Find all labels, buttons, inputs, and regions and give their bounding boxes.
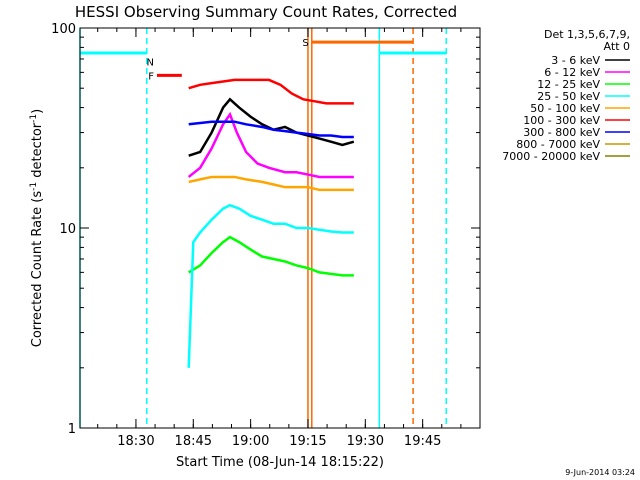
- x-tick-label-4: 19:30: [347, 434, 384, 449]
- legend-header-line-1: Det 1,3,5,6,7,9,: [544, 28, 630, 41]
- y-tick-label-0: 1: [68, 422, 76, 437]
- legend-label-2: 12 - 25 keV: [537, 78, 600, 91]
- series-line-6: [188, 120, 354, 139]
- x-tick-label-2: 19:00: [232, 434, 269, 449]
- y-label-sup-1: -1: [29, 182, 39, 191]
- legend-label-3: 25 - 50 keV: [537, 90, 600, 103]
- legend-label-8: 7000 - 20000 keV: [502, 150, 600, 163]
- data-layer: FN S: [79, 28, 447, 428]
- series-line-4: [188, 175, 354, 192]
- legend-label-7: 800 - 7000 keV: [516, 138, 600, 151]
- y-tick-label-1: 10: [59, 222, 76, 237]
- y-tick-label-2: 100: [51, 22, 76, 37]
- series-line-1: [187, 111, 354, 179]
- x-tick-label-5: 19:45: [404, 434, 441, 449]
- series-line-0: [188, 97, 355, 157]
- y-label-main: Corrected Count Rate (s: [30, 191, 45, 348]
- y-label-mid: detector: [30, 122, 45, 182]
- y-axis-label: Corrected Count Rate (s-1 detector-1): [29, 109, 45, 347]
- legend-label-4: 50 - 100 keV: [530, 102, 600, 115]
- chart-title: HESSI Observing Summary Count Rates, Cor…: [75, 3, 457, 21]
- x-tick-label-1: 18:45: [175, 434, 212, 449]
- legend-label-5: 100 - 300 keV: [523, 114, 600, 127]
- x-tick-label-0: 18:30: [117, 434, 154, 449]
- generated-timestamp: 9-Jun-2014 03:24: [565, 468, 635, 477]
- x-tick-label-3: 19:15: [289, 434, 326, 449]
- y-label-sup-2: -1: [29, 114, 39, 123]
- x-axis-label: Start Time (08-Jun-14 18:15:22): [176, 455, 384, 470]
- series-line-3: [187, 203, 354, 368]
- flag-label-2: F: [148, 71, 154, 82]
- plot-frame: [79, 27, 481, 429]
- series-line-2: [188, 235, 354, 277]
- y-label-end: ): [30, 109, 45, 114]
- series-line-5: [188, 78, 354, 105]
- flag-label-4: S: [302, 38, 308, 49]
- axis-ticks: 18:30 18:45 19:00 19:15 19:30 19:45 1 10 100: [51, 22, 481, 449]
- legend-header-line-2: Att 0: [604, 40, 630, 53]
- legend-label-0: 3 - 6 keV: [551, 54, 600, 67]
- legend-label-1: 6 - 12 keV: [544, 66, 600, 79]
- legend-label-6: 300 - 800 keV: [523, 126, 600, 139]
- flag-label-3: N: [146, 57, 153, 68]
